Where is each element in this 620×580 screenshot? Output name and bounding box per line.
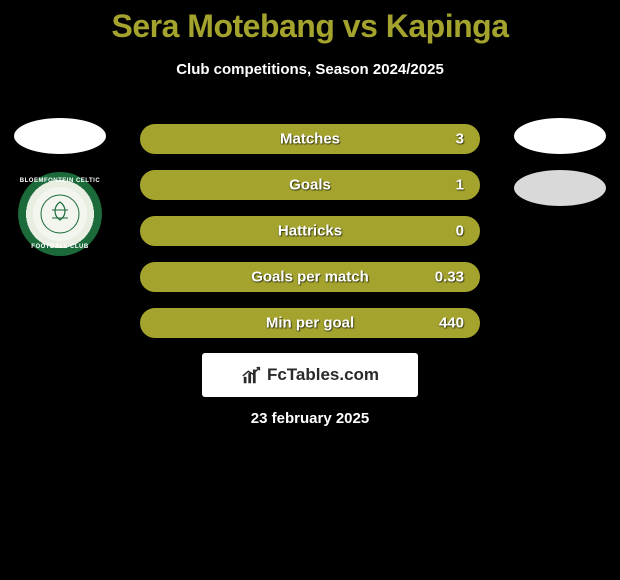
left-player-avatar (14, 118, 106, 154)
stat-bar-matches: Matches 3 (140, 124, 480, 154)
stat-label: Hattricks (278, 223, 342, 240)
stat-bar-goals: Goals 1 (140, 170, 480, 200)
stat-label: Goals (289, 177, 331, 194)
stat-value: 0 (456, 223, 464, 240)
date-label: 23 february 2025 (251, 410, 369, 427)
stat-bar-min-per-goal: Min per goal 440 (140, 308, 480, 338)
right-player-avatar (514, 118, 606, 154)
celtic-crest-icon (40, 194, 80, 234)
stat-value: 1 (456, 177, 464, 194)
badge-text-bottom: FOOTBALL CLUB (31, 244, 88, 250)
stat-value: 0.33 (435, 269, 464, 286)
right-player-column (500, 118, 620, 206)
stat-value: 3 (456, 131, 464, 148)
stat-bar-goals-per-match: Goals per match 0.33 (140, 262, 480, 292)
stat-bar-hattricks: Hattricks 0 (140, 216, 480, 246)
fctables-logo[interactable]: FcTables.com (202, 353, 418, 397)
stat-label: Matches (280, 131, 340, 148)
left-club-badge: BLOEMFONTEIN CELTIC FOOTBALL CLUB (18, 172, 102, 256)
logo-text: FcTables.com (267, 365, 379, 385)
stat-label: Min per goal (266, 315, 354, 332)
stat-value: 440 (439, 315, 464, 332)
right-club-placeholder (514, 170, 606, 206)
barchart-icon (241, 364, 263, 386)
badge-inner (33, 187, 87, 241)
stats-list: Matches 3 Goals 1 Hattricks 0 Goals per … (140, 124, 480, 338)
stat-label: Goals per match (251, 269, 369, 286)
badge-text-top: BLOEMFONTEIN CELTIC (20, 178, 100, 184)
subtitle: Club competitions, Season 2024/2025 (0, 61, 620, 78)
page-title: Sera Motebang vs Kapinga (0, 0, 620, 45)
left-player-column: BLOEMFONTEIN CELTIC FOOTBALL CLUB (0, 118, 120, 256)
